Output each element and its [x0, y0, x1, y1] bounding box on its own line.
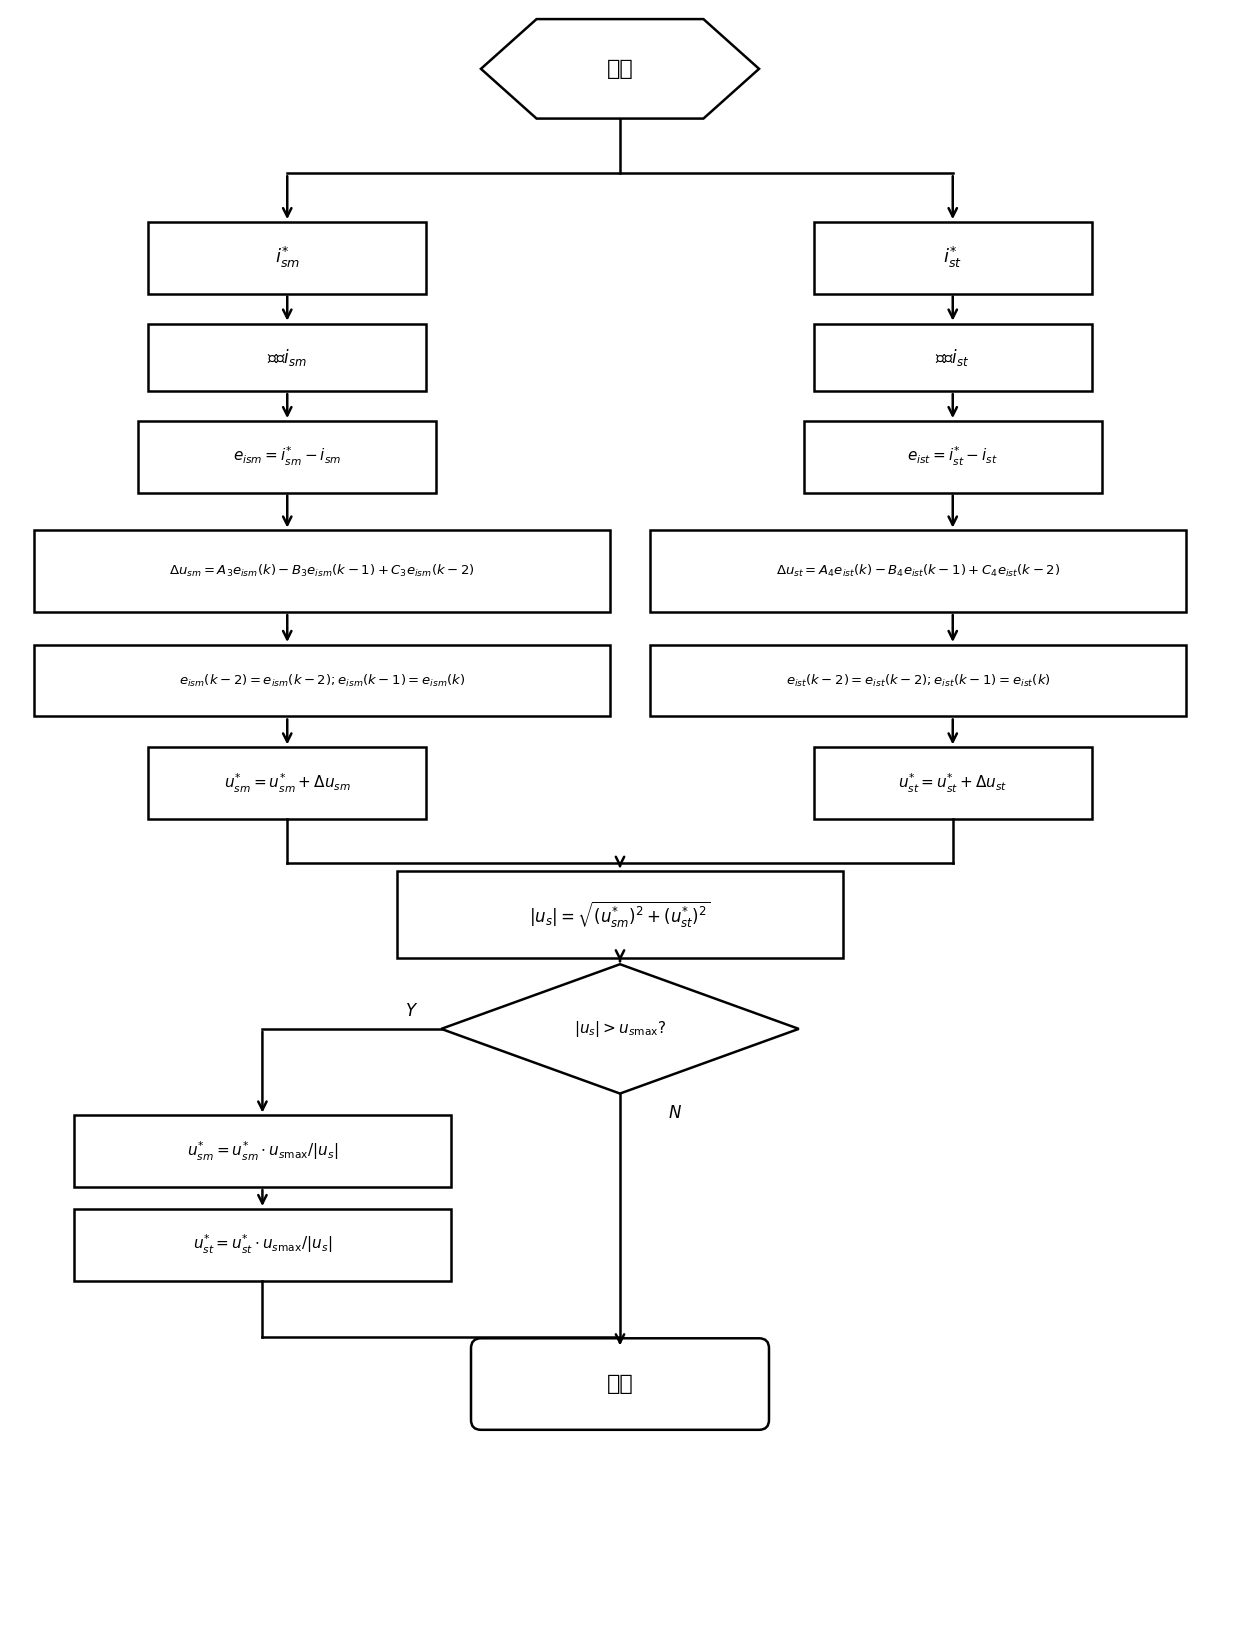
- Text: $u_{sm}^{*}=u_{sm}^{*}+\Delta u_{sm}$: $u_{sm}^{*}=u_{sm}^{*}+\Delta u_{sm}$: [223, 772, 351, 795]
- Bar: [138, 421, 436, 492]
- Text: $u_{st}^{*}=u_{st}^{*}\cdot u_{s\max}/|u_s|$: $u_{st}^{*}=u_{st}^{*}\cdot u_{s\max}/|u…: [192, 1233, 332, 1256]
- Text: $e_{ism}(k-2)=e_{ism}(k-2);e_{ism}(k-1)=e_{ism}(k)$: $e_{ism}(k-2)=e_{ism}(k-2);e_{ism}(k-1)=…: [179, 673, 465, 689]
- Text: 读取$i_{st}$: 读取$i_{st}$: [935, 346, 970, 367]
- Bar: [149, 748, 427, 819]
- Bar: [650, 530, 1187, 613]
- Bar: [33, 645, 610, 717]
- Text: Y: Y: [407, 1003, 417, 1020]
- Bar: [813, 323, 1091, 392]
- Text: $u_{st}^{*}=u_{st}^{*}+\Delta u_{st}$: $u_{st}^{*}=u_{st}^{*}+\Delta u_{st}$: [898, 772, 1007, 795]
- Bar: [397, 871, 843, 959]
- Bar: [813, 748, 1091, 819]
- Bar: [813, 223, 1091, 294]
- Bar: [73, 1209, 451, 1280]
- Text: 读取$i_{sm}$: 读取$i_{sm}$: [267, 346, 308, 367]
- Text: $|u_s|=\sqrt{(u_{sm}^{*})^2+(u_{st}^{*})^2}$: $|u_s|=\sqrt{(u_{sm}^{*})^2+(u_{st}^{*})…: [529, 899, 711, 930]
- Text: N: N: [668, 1105, 681, 1123]
- Bar: [33, 530, 610, 613]
- Text: $u_{sm}^{*}=u_{sm}^{*}\cdot u_{s\max}/|u_s|$: $u_{sm}^{*}=u_{sm}^{*}\cdot u_{s\max}/|u…: [186, 1139, 339, 1164]
- Text: $\Delta u_{st}=A_4e_{ist}(k)-B_4e_{ist}(k-1)+C_4e_{ist}(k-2)$: $\Delta u_{st}=A_4e_{ist}(k)-B_4e_{ist}(…: [776, 564, 1060, 578]
- Text: $|u_s|>u_{s\max}?$: $|u_s|>u_{s\max}?$: [574, 1019, 666, 1038]
- Text: $i_{st}^{*}$: $i_{st}^{*}$: [944, 245, 962, 270]
- Text: 开始: 开始: [606, 58, 634, 80]
- Text: $e_{ism}=i_{sm}^{*}-i_{sm}$: $e_{ism}=i_{sm}^{*}-i_{sm}$: [233, 445, 341, 468]
- Bar: [804, 421, 1102, 492]
- Bar: [73, 1115, 451, 1188]
- Bar: [149, 323, 427, 392]
- Text: $e_{ist}=i_{st}^{*}-i_{st}$: $e_{ist}=i_{st}^{*}-i_{st}$: [908, 445, 998, 468]
- Bar: [149, 223, 427, 294]
- Text: $i_{sm}^{*}$: $i_{sm}^{*}$: [275, 245, 300, 270]
- Text: $\Delta u_{sm}=A_3e_{ism}(k)-B_3e_{ism}(k-1)+C_3e_{ism}(k-2)$: $\Delta u_{sm}=A_3e_{ism}(k)-B_3e_{ism}(…: [169, 564, 475, 578]
- Bar: [650, 645, 1187, 717]
- Text: $e_{ist}(k-2)=e_{ist}(k-2);e_{ist}(k-1)=e_{ist}(k)$: $e_{ist}(k-2)=e_{ist}(k-2);e_{ist}(k-1)=…: [786, 673, 1050, 689]
- Text: 结束: 结束: [606, 1375, 634, 1394]
